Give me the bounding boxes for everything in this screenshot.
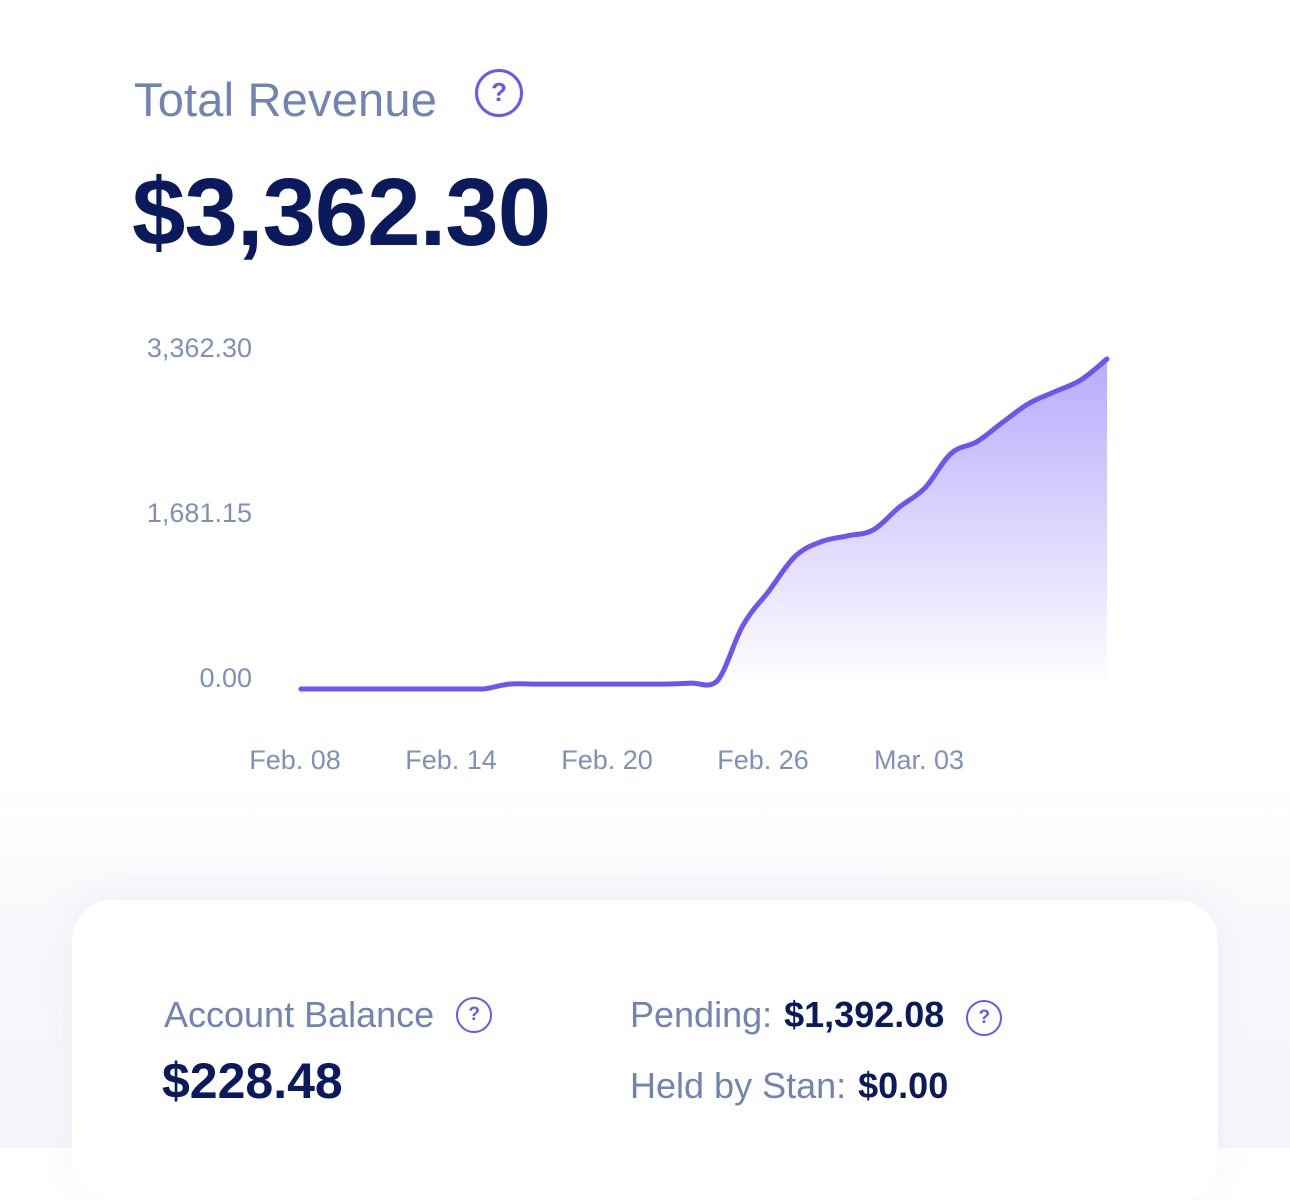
data-point (819, 540, 823, 544)
data-point (637, 682, 641, 686)
y-tick-label: 1,681.15 (147, 498, 252, 528)
x-tick-label: Mar. 03 (874, 745, 964, 775)
balance-card (72, 900, 1218, 1200)
y-axis: 3,362.30 1,681.15 0.00 (147, 333, 252, 693)
x-tick-label: Feb. 08 (249, 745, 341, 775)
question-mark-circle-icon[interactable]: ? (475, 68, 524, 117)
data-point (559, 682, 563, 686)
data-point (897, 505, 901, 509)
revenue-chart: 3,362.301,681.150.00 Feb. 08 Feb. 14 Feb. … (147, 333, 1110, 775)
data-point (1053, 390, 1057, 394)
y-tick-label: 0.00 (199, 663, 252, 693)
account-balance-header: Account Balance ? (164, 994, 493, 1036)
held-by-stan-value: $0.00 (858, 1065, 949, 1106)
question-mark-circle-icon[interactable]: ? (966, 1000, 1003, 1036)
data-point (299, 687, 303, 691)
data-point (351, 687, 355, 691)
data-point (403, 687, 407, 691)
pending-row: Pending: $1,392.08 ? (630, 994, 1003, 1036)
data-point (689, 681, 693, 685)
data-point (923, 486, 927, 490)
data-point (845, 534, 849, 538)
data-point (1027, 401, 1031, 405)
pending-label: Pending: (630, 994, 773, 1035)
data-point (325, 687, 329, 691)
data-point (975, 440, 979, 444)
data-point (507, 682, 511, 686)
data-point (871, 528, 875, 532)
data-point (1001, 420, 1005, 424)
total-revenue-label: Total Revenue (134, 73, 438, 126)
x-tick-label: Feb. 14 (405, 745, 497, 775)
data-point (585, 682, 589, 686)
x-tick-label: Feb. 20 (561, 745, 653, 775)
x-axis: Feb. 08 Feb. 14 Feb. 20 Feb. 26 Mar. 03 (249, 745, 964, 775)
data-point (741, 623, 745, 627)
revenue-area (717, 359, 1107, 689)
data-point (949, 451, 953, 455)
y-tick-label: 3,362.30 (147, 333, 252, 363)
data-point (1079, 378, 1083, 382)
data-point (767, 589, 771, 593)
data-point (533, 682, 537, 686)
revenue-line (298, 356, 1110, 692)
data-point (481, 687, 485, 691)
data-point (793, 555, 797, 559)
data-point (1105, 357, 1109, 361)
pending-value: $1,392.08 (784, 994, 945, 1035)
account-balance-value: $228.48 (162, 1053, 343, 1109)
x-tick-label: Feb. 26 (717, 745, 809, 775)
question-mark-circle-icon[interactable]: ? (456, 997, 493, 1033)
data-point (611, 682, 615, 686)
data-point (715, 679, 719, 683)
data-point (429, 687, 433, 691)
held-by-stan-label: Held by Stan: (630, 1065, 847, 1106)
revenue-header: Total Revenue ? (134, 68, 524, 127)
held-by-stan-row: Held by Stan: $0.00 (630, 1065, 948, 1107)
total-revenue-value: $3,362.30 (132, 159, 551, 266)
data-point (377, 687, 381, 691)
account-balance-label: Account Balance (164, 994, 435, 1035)
data-point (455, 687, 459, 691)
data-point (663, 682, 667, 686)
